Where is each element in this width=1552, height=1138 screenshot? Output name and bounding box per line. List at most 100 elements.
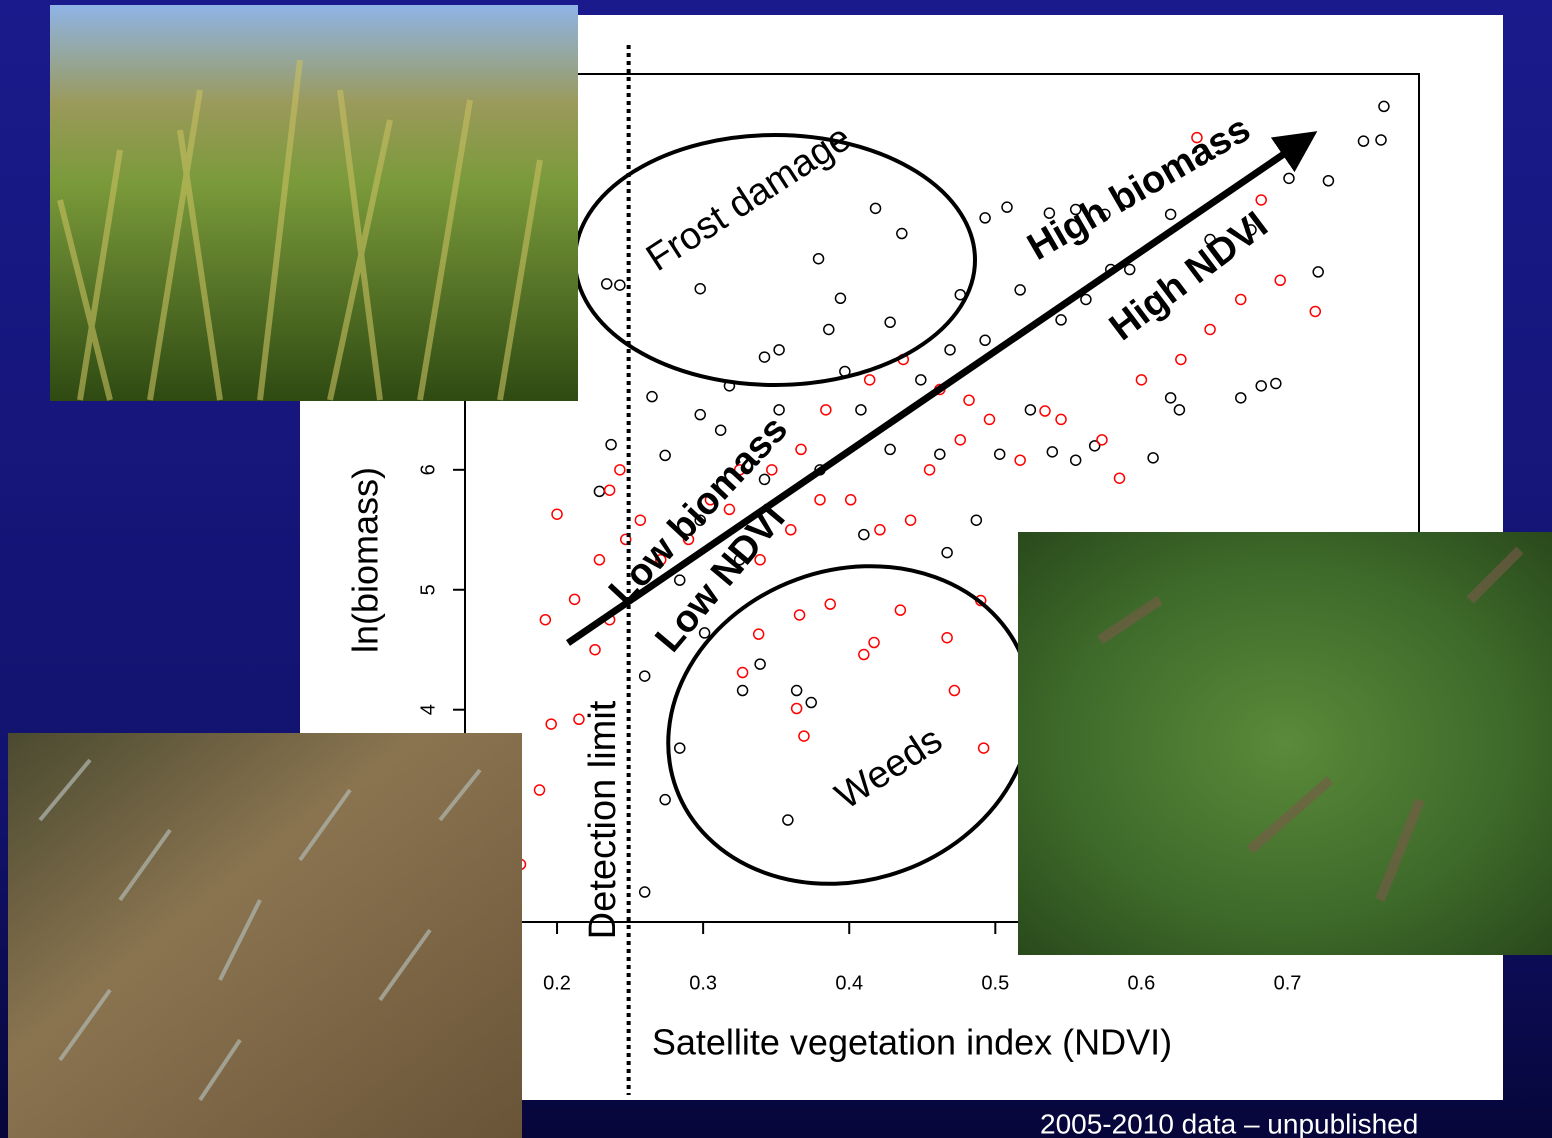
point — [1164, 392, 1177, 404]
point — [638, 670, 651, 682]
point — [904, 514, 917, 526]
point — [1255, 194, 1267, 206]
photo-soil — [8, 733, 522, 1138]
point — [758, 351, 771, 363]
point — [1147, 452, 1159, 464]
point — [944, 344, 956, 356]
point — [1001, 201, 1013, 213]
point — [785, 524, 797, 536]
point — [941, 631, 953, 644]
point — [754, 554, 766, 566]
photo-weeds — [1018, 532, 1552, 955]
point — [1283, 172, 1295, 185]
point — [863, 374, 876, 386]
y-tick-label: 6 — [417, 464, 439, 475]
point — [619, 533, 632, 546]
point — [659, 449, 671, 462]
point — [963, 394, 975, 406]
point — [1014, 284, 1026, 296]
point — [894, 604, 907, 616]
point — [1046, 446, 1059, 458]
point — [674, 742, 686, 754]
point — [614, 464, 626, 476]
point — [545, 718, 557, 730]
photo-detail — [38, 758, 482, 1102]
x-tick-label: 0.3 — [689, 972, 717, 994]
point — [1024, 404, 1037, 416]
point — [1235, 392, 1247, 404]
point — [773, 404, 785, 416]
point — [1088, 440, 1101, 452]
point — [551, 508, 563, 520]
point — [723, 503, 736, 516]
point — [766, 464, 778, 476]
point — [823, 323, 835, 336]
point — [820, 404, 832, 416]
point — [698, 627, 711, 639]
point — [983, 413, 996, 426]
photo-detail — [57, 59, 543, 401]
point — [923, 464, 936, 476]
point — [1014, 454, 1026, 466]
point — [646, 390, 658, 403]
point — [1375, 134, 1387, 146]
point — [694, 408, 706, 421]
plot-box — [464, 73, 1420, 923]
point — [1274, 274, 1286, 287]
point — [539, 613, 552, 626]
point — [1135, 374, 1148, 386]
x-axis-title: Satellite vegetation index (NDVI) — [652, 1022, 1172, 1063]
point — [954, 434, 967, 446]
point — [884, 316, 896, 329]
y-axis-title: ln(biomass) — [345, 467, 386, 653]
photo — [8, 733, 522, 1138]
photo-wheat — [50, 5, 578, 401]
point — [795, 443, 807, 456]
point — [600, 278, 613, 290]
point — [1069, 454, 1082, 466]
point — [855, 404, 867, 416]
point — [970, 514, 983, 526]
point — [805, 696, 817, 709]
point — [979, 212, 991, 224]
point — [1357, 135, 1370, 147]
point — [1191, 131, 1203, 144]
point — [1270, 377, 1282, 390]
point — [868, 636, 880, 649]
point — [1164, 208, 1177, 221]
photo — [50, 5, 578, 401]
point — [1245, 224, 1257, 236]
point — [790, 684, 803, 697]
point — [1309, 305, 1322, 318]
y-tick-label: 5 — [417, 584, 439, 595]
point — [979, 334, 991, 347]
point — [1039, 405, 1051, 417]
point — [1099, 208, 1111, 221]
point — [1312, 266, 1324, 278]
point — [844, 494, 857, 506]
point — [834, 292, 847, 305]
point — [736, 684, 749, 697]
point — [1204, 233, 1216, 246]
point — [533, 784, 546, 796]
point — [638, 886, 651, 898]
point — [1235, 293, 1247, 306]
point — [1055, 314, 1067, 326]
point — [754, 658, 766, 670]
point — [814, 494, 826, 506]
point — [1123, 263, 1136, 276]
point — [1080, 293, 1092, 306]
trend-arrow — [566, 131, 1318, 646]
point — [694, 514, 706, 526]
point — [1255, 380, 1267, 392]
point — [948, 684, 961, 697]
point — [704, 494, 717, 506]
x-tick-label: 0.7 — [1274, 972, 1302, 994]
point — [605, 438, 617, 451]
point — [752, 628, 765, 640]
footnote: 2005-2010 data – unpublished — [1040, 1108, 1418, 1138]
point — [733, 464, 746, 476]
point — [1096, 434, 1108, 446]
